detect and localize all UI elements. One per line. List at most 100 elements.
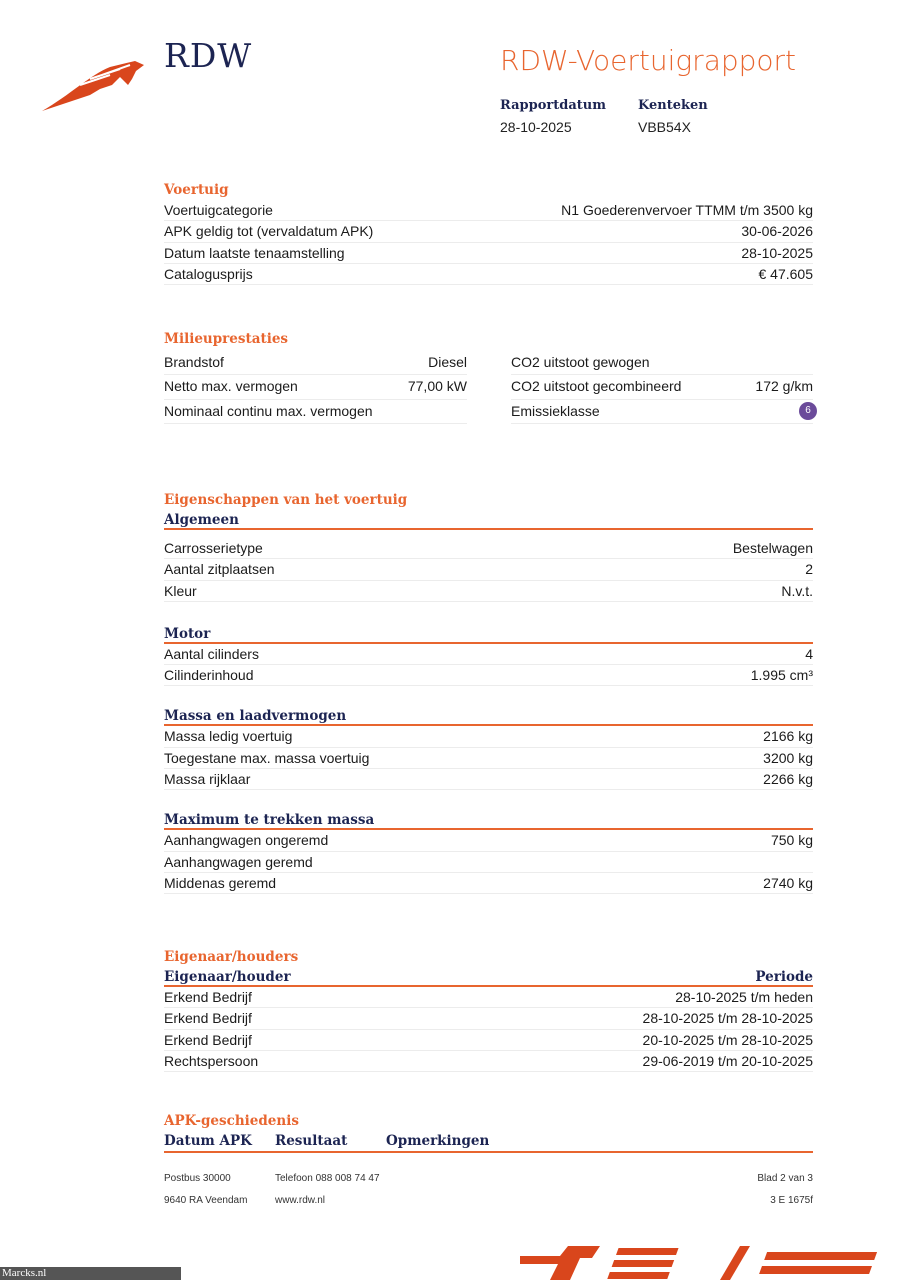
rdw-logo-icon — [42, 61, 144, 111]
stripes-watermark-icon — [520, 1246, 878, 1280]
group-title: Maximum te trekken massa — [164, 810, 813, 831]
table-row: APK geldig tot (vervaldatum APK) 30-06-20… — [164, 221, 813, 243]
apk-header: Datum APK Resultaat Opmerkingen — [164, 1131, 813, 1153]
row-value: 2 — [805, 561, 813, 578]
row-label: CO2 uitstoot gewogen — [511, 354, 650, 370]
section-title: Eigenschappen van het voertuig — [164, 492, 408, 508]
col-eigenaar: Eigenaar/houder — [164, 969, 291, 985]
row-label: Aantal zitplaatsen — [164, 561, 275, 578]
col-resultaat: Resultaat — [275, 1133, 348, 1149]
table-row: Massa rijklaar 2266 kg — [164, 769, 813, 791]
section-title: Eigenaar/houders — [164, 949, 299, 965]
section-voertuig: Voertuig Voertuigcategorie N1 Goederenver… — [164, 180, 814, 286]
table-row: Middenas geremd 2740 kg — [164, 873, 813, 895]
row-label: Massa rijklaar — [164, 771, 251, 788]
table-row: Netto max. vermogen 77,00 kW CO2 uitstoot … — [164, 375, 813, 400]
group-title-text: Maximum te trekken massa — [164, 812, 375, 829]
report-title: RDW-Voertuigrapport — [500, 44, 797, 77]
row-label: Erkend Bedrijf — [164, 1031, 252, 1048]
row-value: 3200 kg — [763, 749, 813, 766]
group-title-text: Massa en laadvermogen — [164, 708, 347, 725]
footer-code: 3 E 1675f — [770, 1195, 813, 1206]
row-label: Catalogusprijs — [164, 265, 253, 282]
row-label: Kleur — [164, 582, 197, 599]
table-row: Toegestane max. massa voertuig 3200 kg — [164, 748, 813, 770]
table-row: Erkend Bedrijf 28-10-2025 t/m heden — [164, 987, 813, 1009]
table-row: Datum laatste tenaamstelling 28-10-2025 — [164, 243, 813, 264]
row-label: Cilinderinhoud — [164, 667, 254, 684]
section-eigenaar: Eigenaar/houders Eigenaar/houder Periode … — [164, 947, 813, 1073]
row-value: € 47.605 — [758, 265, 814, 282]
row-label: CO2 uitstoot gecombineerd — [511, 378, 682, 395]
row-value: 2166 kg — [763, 728, 813, 745]
table-row: Voertuigcategorie N1 Goederenvervoer TTMM… — [164, 200, 813, 222]
emissieklasse-badge: 6 — [799, 401, 817, 420]
table-row: Carrosserietype Bestelwagen — [164, 538, 813, 560]
table-row: Aantal cilinders 4 — [164, 644, 813, 666]
eigenaar-header: Eigenaar/houder Periode — [164, 967, 813, 987]
row-value: 2740 kg — [763, 874, 813, 891]
row-label: Aanhangwagen geremd — [164, 853, 313, 870]
table-row: Brandstof Diesel CO2 uitstoot gewogen — [164, 351, 813, 376]
row-label: APK geldig tot (vervaldatum APK) — [164, 223, 374, 240]
footer-address2: 9640 RA Veendam — [164, 1195, 248, 1206]
row-label: Aantal cilinders — [164, 645, 259, 662]
row-label: Datum laatste tenaamstelling — [164, 244, 345, 261]
group-title: Motor — [164, 624, 813, 644]
footer-web[interactable]: www.rdw.nl — [275, 1195, 326, 1206]
row-label: Netto max. vermogen — [164, 378, 298, 395]
row-value: 20-10-2025 t/m 28-10-2025 — [642, 1031, 813, 1048]
group-title-text: Motor — [164, 625, 211, 642]
watermark-bar: Marcks.nl — [0, 1267, 181, 1280]
row-label: Emissieklasse — [511, 402, 600, 419]
section-title: Milieuprestaties — [164, 331, 289, 347]
logo-text: RDW — [164, 36, 253, 75]
row-label: Voertuigcategorie — [164, 202, 273, 218]
table-row: Kleur N.v.t. — [164, 581, 813, 602]
table-row: Catalogusprijs € 47.605 — [164, 264, 814, 286]
row-value: 28-10-2025 t/m heden — [675, 989, 813, 1005]
table-row: Massa ledig voertuig 2166 kg — [164, 726, 813, 748]
row-value: Diesel — [428, 354, 467, 370]
group: Massa en laadvermogen Massa ledig voertui… — [164, 706, 813, 791]
row-value: 77,00 kW — [407, 378, 467, 395]
table-row: Erkend Bedrijf 28-10-2025 t/m 28-10-2025 — [164, 1008, 813, 1030]
group: Algemeen Carrosserietype Bestelwagen Aantal… — [164, 510, 813, 602]
footer-address1: Postbus 30000 — [164, 1173, 231, 1184]
row-label: Aanhangwagen ongeremd — [164, 832, 329, 849]
table-row: Nominaal continu max. vermogen Emissiekla… — [164, 400, 817, 424]
table-row: Aanhangwagen ongeremd 750 kg — [164, 830, 813, 852]
row-value: 4 — [805, 645, 813, 662]
footer-phone: Telefoon 088 008 74 47 — [275, 1173, 380, 1184]
col-opmerkingen: Opmerkingen — [386, 1133, 490, 1149]
row-label: Nominaal continu max. vermogen — [164, 402, 373, 419]
table-row: Aantal zitplaatsen 2 — [164, 559, 813, 581]
row-value: 28-10-2025 — [741, 244, 813, 261]
section-eigenschappen: Eigenschappen van het voertuig Algemeen C… — [164, 490, 813, 914]
kenteken-label: Kenteken — [638, 98, 708, 113]
group: Maximum te trekken massa Aanhangwagen ong… — [164, 810, 813, 895]
row-label: Carrosserietype — [164, 540, 263, 556]
group: Motor Aantal cilinders 4 Cilinderinhoud 1.99… — [164, 624, 813, 687]
row-label: Brandstof — [164, 354, 224, 370]
table-row: Rechtspersoon 29-06-2019 t/m 20-10-2025 — [164, 1051, 813, 1073]
col-datum: Datum APK — [164, 1133, 252, 1149]
row-value: 750 kg — [770, 832, 813, 849]
row-label: Erkend Bedrijf — [164, 989, 252, 1005]
row-value: Bestelwagen — [732, 540, 813, 556]
row-value: 30-06-2026 — [741, 223, 813, 240]
row-value: N1 Goederenvervoer TTMM t/m 3500 kg — [561, 202, 813, 218]
group-title-text: Algemeen — [164, 512, 239, 528]
row-value: 1.995 cm³ — [750, 667, 813, 684]
group-title: Algemeen — [164, 510, 813, 530]
row-value: 172 g/km — [755, 378, 813, 395]
section-apk: APK-geschiedenis Datum APK Resultaat Opm… — [164, 1111, 813, 1153]
table-row: Cilinderinhoud 1.995 cm³ — [164, 665, 813, 687]
row-value: 29-06-2019 t/m 20-10-2025 — [642, 1052, 813, 1069]
row-label: Toegestane max. massa voertuig — [164, 749, 370, 766]
table-row: Aanhangwagen geremd — [164, 852, 813, 873]
row-value: N.v.t. — [781, 582, 813, 599]
rapportdatum-value: 28-10-2025 — [500, 119, 572, 135]
row-label: Massa ledig voertuig — [164, 728, 293, 745]
table-row: Erkend Bedrijf 20-10-2025 t/m 28-10-2025 — [164, 1030, 813, 1051]
